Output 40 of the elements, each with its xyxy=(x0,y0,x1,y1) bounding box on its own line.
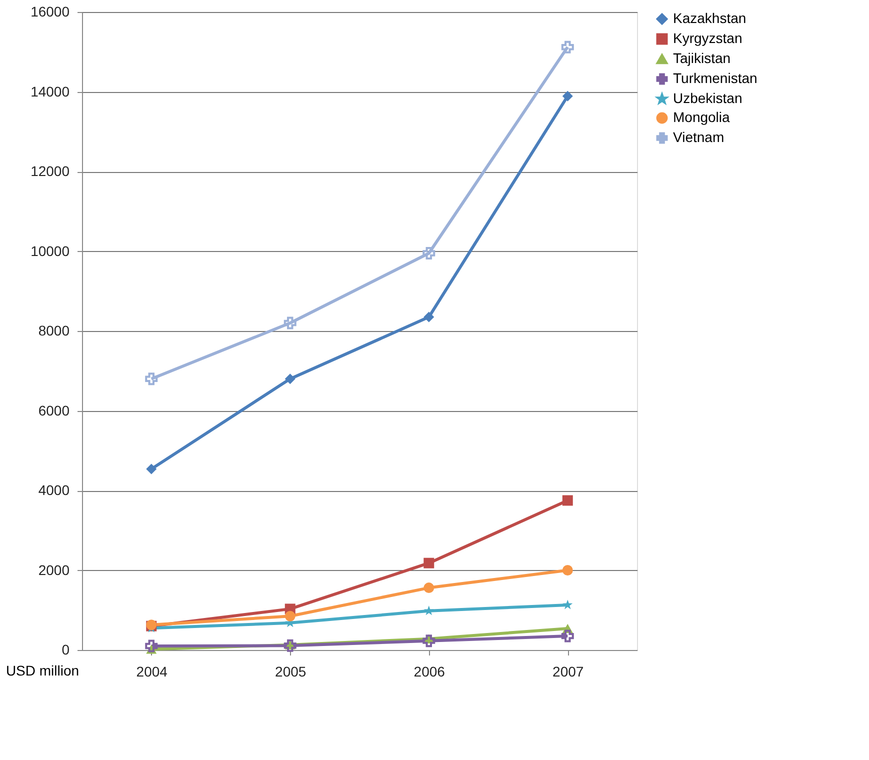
y-tick-label: 10000 xyxy=(30,242,70,259)
point xyxy=(562,90,573,102)
y-tick-label: 2000 xyxy=(38,562,70,578)
point xyxy=(561,40,574,54)
y-tick-label: 12000 xyxy=(30,163,70,179)
y-tick-label: 16000 xyxy=(30,4,70,20)
point xyxy=(424,312,434,322)
point xyxy=(562,565,573,576)
x-tick-label: 2004 xyxy=(136,664,168,680)
point xyxy=(284,610,296,622)
point xyxy=(424,582,434,594)
y-tick-label: 6000 xyxy=(38,402,70,418)
y-tick-label: 8000 xyxy=(38,322,70,338)
point xyxy=(561,630,574,642)
point xyxy=(422,634,436,648)
point xyxy=(284,316,296,330)
point xyxy=(562,600,573,610)
point xyxy=(145,640,158,652)
y-tick-label: 4000 xyxy=(38,482,70,498)
y-tick-label: 14000 xyxy=(30,83,70,100)
point xyxy=(284,639,296,652)
point xyxy=(145,372,158,386)
legend-label: Kyrgyzstan xyxy=(673,30,742,46)
point xyxy=(422,247,436,260)
legend-label: Vietnam xyxy=(673,129,724,145)
point xyxy=(284,374,296,384)
legend-label: Turkmenistan xyxy=(673,70,758,86)
x-tick-label: 2005 xyxy=(275,664,306,680)
point xyxy=(424,558,434,568)
x-tick-label: 2007 xyxy=(552,664,584,680)
y-axis-title: USD million xyxy=(6,662,80,678)
y-tick-label: 0 xyxy=(62,642,70,658)
legend-label: Uzbekistan xyxy=(673,90,742,106)
legend-label: Mongolia xyxy=(673,109,730,125)
x-tick-label: 2006 xyxy=(414,664,446,680)
point xyxy=(562,495,573,506)
legend-label: Kazakhstan xyxy=(673,10,746,26)
legend-label: Tajikistan xyxy=(673,50,731,66)
point xyxy=(146,464,157,474)
point xyxy=(424,606,434,616)
